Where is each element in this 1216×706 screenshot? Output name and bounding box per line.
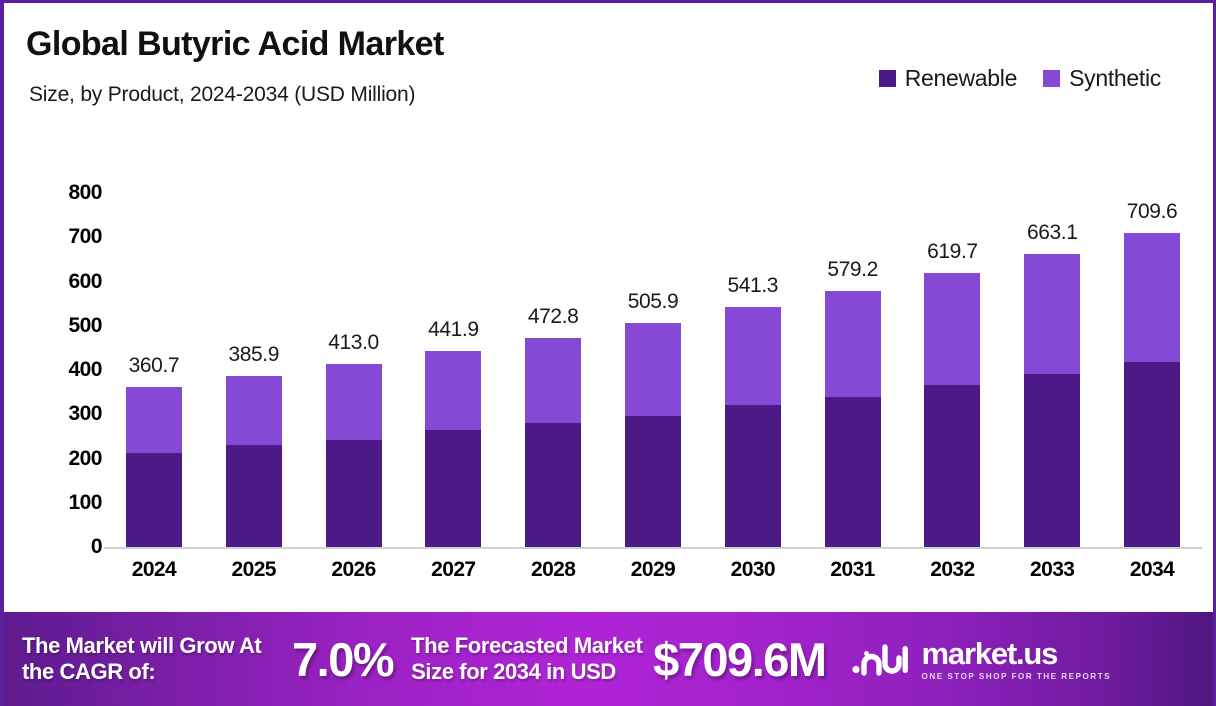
y-axis-tick: 700 <box>68 225 102 249</box>
y-axis-tick: 200 <box>68 446 102 470</box>
bar-group[interactable]: 360.7 <box>125 133 182 547</box>
bar-segment-synthetic[interactable] <box>325 364 382 440</box>
legend-item-renewable[interactable]: Renewable <box>878 65 1018 92</box>
x-axis-tick: 2033 <box>1030 558 1075 581</box>
market-us-logo-icon <box>851 644 908 676</box>
brand-text: market.us ONE STOP SHOP FOR THE REPORTS <box>922 638 1111 681</box>
x-axis-tick: 2034 <box>1129 558 1175 581</box>
x-axis-tick: 2031 <box>830 558 875 581</box>
bar-segment-synthetic[interactable] <box>624 323 681 416</box>
page-title: Global Butyric Acid Market <box>26 25 444 63</box>
bar-series-container: 360.7 385.9 413.0 441.9 472.8 505.9 541.3 579.2… <box>104 133 1202 547</box>
bar-segment-renewable[interactable] <box>724 405 781 547</box>
bar-segment-synthetic[interactable] <box>1024 253 1081 375</box>
bar-group[interactable]: 541.3 <box>724 133 781 547</box>
x-axis-tick: 2029 <box>630 558 676 581</box>
bar-segment-synthetic[interactable] <box>225 376 282 445</box>
square-swatch-icon <box>1043 70 1061 87</box>
page-subtitle: Size, by Product, 2024-2034 (USD Million… <box>29 83 416 106</box>
y-axis-tick: 100 <box>68 490 102 514</box>
y-axis-tick: 600 <box>68 269 102 293</box>
legend-label-renewable: Renewable <box>904 65 1018 91</box>
bar-segment-renewable[interactable] <box>325 439 382 547</box>
bar-value-label: 709.6 <box>1126 200 1178 224</box>
bar-value-label: 413.0 <box>328 331 379 355</box>
x-axis-baseline <box>104 547 1202 549</box>
y-axis-tick: 0 <box>90 535 103 558</box>
bar-segment-synthetic[interactable] <box>1124 233 1181 363</box>
bar-segment-synthetic[interactable] <box>125 387 182 453</box>
bar-segment-renewable[interactable] <box>1024 374 1081 547</box>
bar-value-label: 541.3 <box>727 274 779 298</box>
y-axis-tick: 800 <box>68 181 102 204</box>
y-axis: 800 700 600 500 400 300 200 100 0 <box>22 133 102 615</box>
legend-item-synthetic[interactable]: Synthetic <box>1043 65 1161 92</box>
bar-group[interactable]: 579.2 <box>824 133 881 547</box>
brand-tagline: ONE STOP SHOP FOR THE REPORTS <box>921 671 1111 681</box>
x-axis-tick: 2025 <box>231 558 277 581</box>
x-axis-tick: 2027 <box>431 558 476 581</box>
bar-segment-renewable[interactable] <box>824 397 881 547</box>
x-axis-tick: 2026 <box>331 558 376 581</box>
cagr-value: 7.0% <box>292 632 395 686</box>
header: Global Butyric Acid Market Size, by Prod… <box>4 3 1213 133</box>
x-axis-tick: 2030 <box>730 558 776 581</box>
cagr-caption: The Market will Grow At the CAGR of: <box>22 633 262 684</box>
x-axis-tick: 2028 <box>530 558 576 581</box>
bar-segment-renewable[interactable] <box>624 415 681 547</box>
bar-value-label: 441.9 <box>428 318 479 342</box>
bar-group[interactable]: 619.7 <box>924 133 981 547</box>
legend-label-synthetic: Synthetic <box>1069 65 1161 91</box>
bar-segment-synthetic[interactable] <box>425 351 482 430</box>
chart-plot-area: 800 700 600 500 400 300 200 100 0 360.7 385.9 413.… <box>4 133 1216 615</box>
bar-group[interactable]: 663.1 <box>1024 133 1081 547</box>
brand-logo[interactable]: market.us ONE STOP SHOP FOR THE REPORTS <box>851 638 1111 681</box>
bar-group[interactable]: 709.6 <box>1124 133 1181 547</box>
bar-value-label: 472.8 <box>527 304 579 328</box>
bar-segment-renewable[interactable] <box>425 429 482 547</box>
bar-segment-renewable[interactable] <box>225 444 282 547</box>
bar-group[interactable]: 505.9 <box>624 133 681 547</box>
bar-value-label: 579.2 <box>827 257 878 281</box>
bar-value-label: 385.9 <box>228 343 279 367</box>
y-axis-tick: 400 <box>68 358 102 381</box>
bar-segment-synthetic[interactable] <box>525 337 582 423</box>
y-axis-tick: 500 <box>68 313 102 337</box>
x-axis: 2024 2025 2026 2027 2028 2029 2030 2031 2032 2033… <box>104 558 1202 598</box>
bar-value-label: 663.1 <box>1026 220 1078 244</box>
square-swatch-icon <box>878 70 896 87</box>
bar-group[interactable]: 472.8 <box>525 133 582 547</box>
bar-segment-renewable[interactable] <box>125 452 182 547</box>
forecast-caption: The Forecasted Market Size for 2034 in U… <box>411 633 643 684</box>
bar-segment-renewable[interactable] <box>924 385 981 547</box>
x-axis-tick: 2024 <box>131 558 177 581</box>
forecast-value: $709.6M <box>653 632 827 686</box>
bar-group[interactable]: 441.9 <box>425 133 482 547</box>
bar-group[interactable]: 413.0 <box>325 133 382 547</box>
bar-segment-synthetic[interactable] <box>924 272 981 386</box>
bar-segment-synthetic[interactable] <box>724 307 781 406</box>
brand-name: market.us <box>921 635 1059 671</box>
bar-segment-renewable[interactable] <box>1124 362 1181 547</box>
bar-value-label: 360.7 <box>128 354 180 378</box>
bar-value-label: 619.7 <box>927 239 978 263</box>
bar-group[interactable]: 385.9 <box>225 133 282 547</box>
y-axis-tick: 300 <box>68 402 102 426</box>
bar-segment-synthetic[interactable] <box>824 290 881 398</box>
x-axis-tick: 2032 <box>930 558 975 581</box>
chart-legend: Renewable Synthetic <box>878 65 1161 92</box>
footer-banner: The Market will Grow At the CAGR of: 7.0… <box>4 612 1213 706</box>
bar-value-label: 505.9 <box>627 290 679 314</box>
bar-segment-renewable[interactable] <box>525 422 582 547</box>
